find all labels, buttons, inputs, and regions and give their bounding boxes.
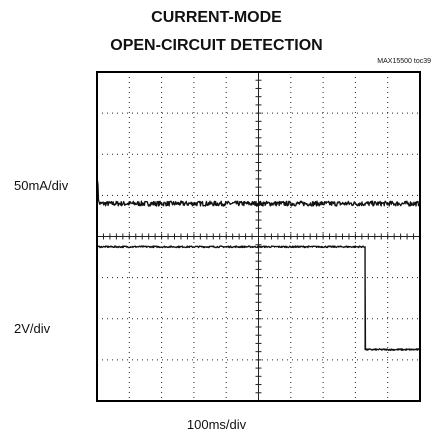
chart-title-line-2: OPEN-CIRCUIT DETECTION xyxy=(110,37,323,54)
channel-1-scale-label: 50mA/div xyxy=(14,178,69,193)
trace-channel-1 xyxy=(96,180,421,207)
channel-2-scale-label: 2V/div xyxy=(14,321,51,336)
plot-frame xyxy=(96,71,421,402)
x-axis-scale-label: 100ms/div xyxy=(186,417,247,432)
trace-channel-2 xyxy=(96,245,421,352)
chart-title-line-1: CURRENT-MODE xyxy=(151,9,282,26)
figure-id: MAX15500 toc39 xyxy=(377,58,431,65)
